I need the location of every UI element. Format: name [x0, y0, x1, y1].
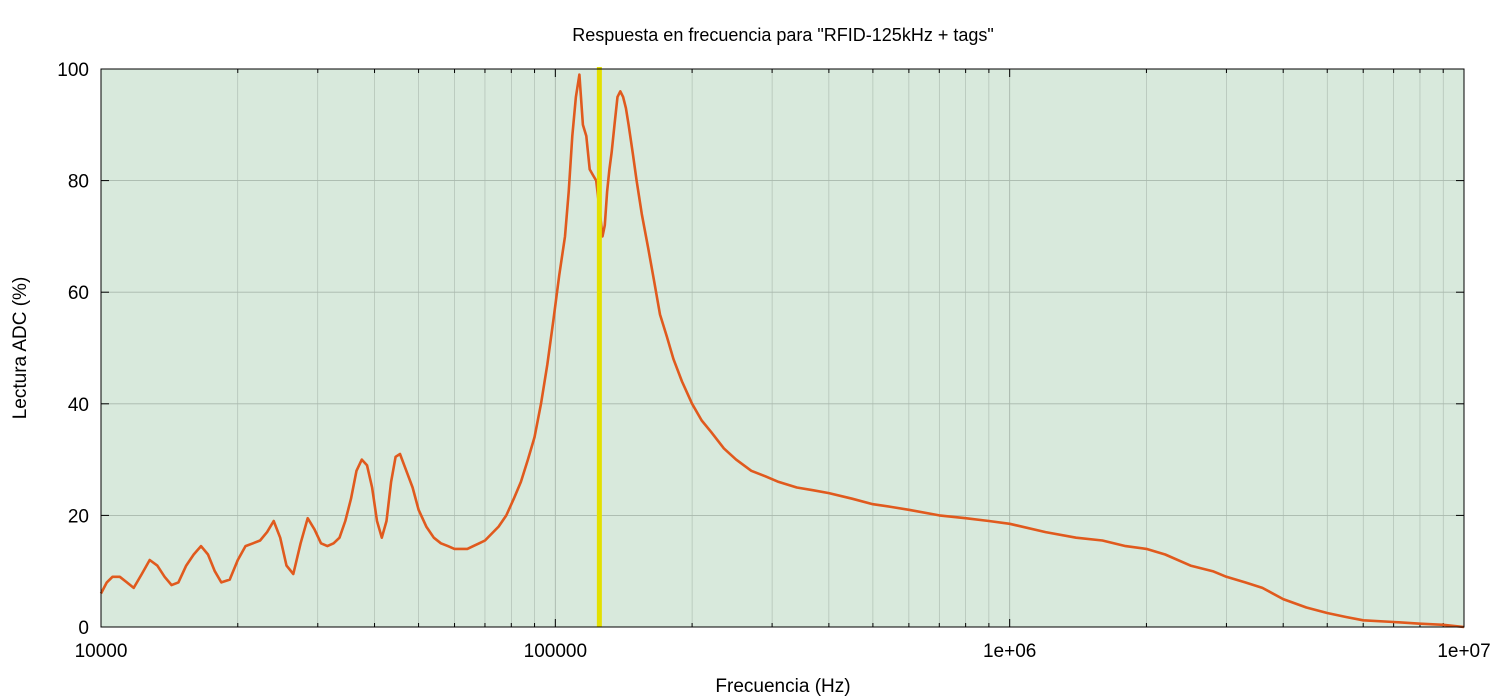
y-tick-label: 100 [57, 60, 89, 81]
grid-lines [100, 68, 1464, 628]
series-layer [99, 73, 1465, 629]
y-axis-label: Lectura ADC (%) [10, 277, 31, 420]
y-tick-label: 60 [68, 283, 89, 304]
x-tick-label: 1e+06 [983, 641, 1036, 662]
x-tick-label: 1e+07 [1437, 641, 1490, 662]
y-tick-label: 20 [68, 506, 89, 527]
x-tick-label: 10000 [75, 641, 128, 662]
chart-title: Respuesta en frecuencia para "RFID-125kH… [572, 25, 994, 45]
plot-background [101, 69, 1464, 627]
plot-frame [100, 68, 1465, 628]
series-line-1 [99, 73, 1465, 629]
y-tick-label: 80 [68, 172, 89, 193]
y-tick-label: 0 [78, 618, 89, 639]
axis-ticks: 0 20 40 60 80 100 10000 100000 1e+06 1e+07 [57, 60, 1490, 662]
y-tick-label: 40 [68, 395, 89, 416]
x-axis-label: Frecuencia (Hz) [715, 676, 850, 697]
x-tick-label: 100000 [524, 641, 587, 662]
